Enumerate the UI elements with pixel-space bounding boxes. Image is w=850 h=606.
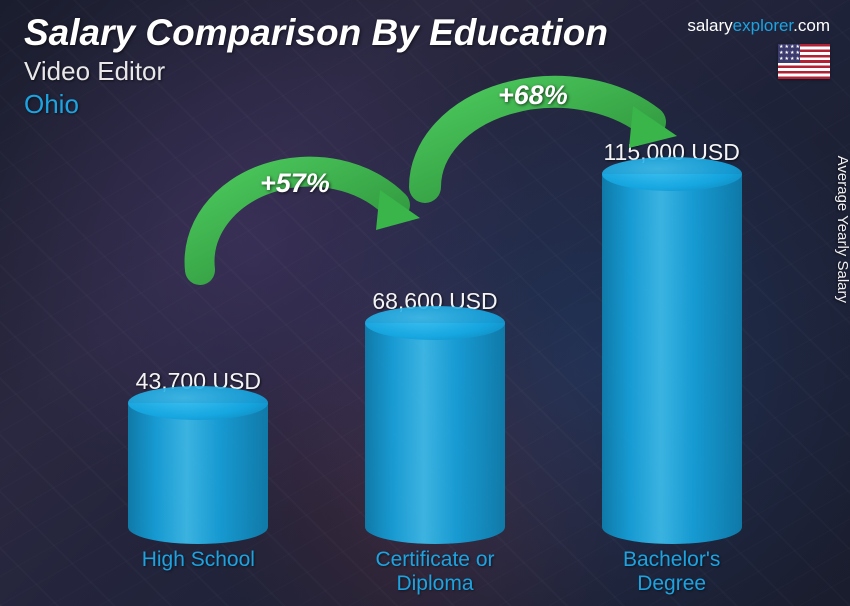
bar-1: 68,600 USD [340,288,530,544]
bar-2: 115,000 USD [577,139,767,544]
bar-chart: 43,700 USD 68,600 USD115,000 USD [80,120,790,544]
bar-cylinder [128,403,268,544]
brand-logo: salaryexplorer.com [687,16,830,36]
x-axis-labels: High School Certificate orDiploma Bachelor… [80,548,790,596]
y-axis-label: Average Yearly Salary [834,156,850,303]
pct-increase-2: +68% [498,80,568,111]
bar-cylinder [602,174,742,544]
us-flag-icon [778,44,830,79]
job-title: Video Editor [24,56,826,87]
x-label: Certificate orDiploma [340,548,530,596]
x-label: Bachelor'sDegree [577,548,767,596]
brand-part2: explorer [733,16,793,35]
brand-part3: .com [793,16,830,35]
bar-0: 43,700 USD [103,368,293,544]
x-label: High School [103,548,293,596]
location: Ohio [24,89,826,120]
brand-part1: salary [687,16,732,35]
bar-cylinder [365,323,505,544]
pct-increase-1: +57% [260,168,330,199]
